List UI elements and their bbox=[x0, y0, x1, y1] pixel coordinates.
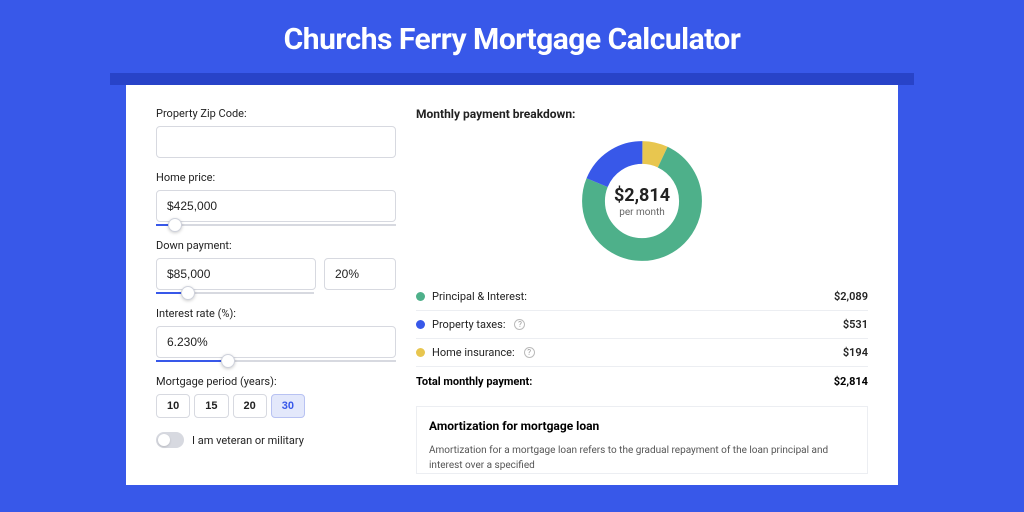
period-label: Mortgage period (years): bbox=[156, 375, 396, 388]
legend-row: Home insurance:? $194 bbox=[416, 338, 868, 366]
amortization-box: Amortization for mortgage loan Amortizat… bbox=[416, 406, 868, 474]
down-slider[interactable] bbox=[156, 292, 314, 294]
period-btn-30[interactable]: 30 bbox=[271, 394, 305, 418]
legend-value: $2,089 bbox=[834, 290, 868, 303]
veteran-row: I am veteran or military bbox=[156, 432, 396, 448]
legend-dot bbox=[416, 292, 425, 301]
legend-value: $531 bbox=[843, 318, 868, 331]
down-pct-input[interactable] bbox=[324, 258, 396, 290]
rate-input[interactable] bbox=[156, 326, 396, 358]
rate-field: Interest rate (%): bbox=[156, 307, 396, 362]
total-label: Total monthly payment: bbox=[416, 375, 532, 388]
price-label: Home price: bbox=[156, 171, 396, 184]
calculator-card: Property Zip Code: Home price: Down paym… bbox=[126, 85, 898, 485]
breakdown-panel: Monthly payment breakdown: $2,814 per mo… bbox=[416, 107, 868, 485]
total-value: $2,814 bbox=[834, 375, 868, 388]
legend-label: Property taxes: bbox=[432, 318, 505, 331]
zip-input[interactable] bbox=[156, 126, 396, 158]
legend-dot bbox=[416, 320, 425, 329]
breakdown-title: Monthly payment breakdown: bbox=[416, 107, 868, 121]
header-shadow bbox=[110, 73, 914, 85]
zip-field: Property Zip Code: bbox=[156, 107, 396, 158]
help-icon[interactable]: ? bbox=[514, 319, 525, 330]
rate-label: Interest rate (%): bbox=[156, 307, 396, 320]
price-slider-thumb[interactable] bbox=[168, 218, 182, 232]
period-btn-15[interactable]: 15 bbox=[194, 394, 228, 418]
zip-label: Property Zip Code: bbox=[156, 107, 396, 120]
donut-center: $2,814 per month bbox=[578, 137, 706, 265]
legend-dot bbox=[416, 348, 425, 357]
price-field: Home price: bbox=[156, 171, 396, 226]
amortization-text: Amortization for a mortgage loan refers … bbox=[429, 443, 855, 473]
veteran-toggle[interactable] bbox=[156, 432, 184, 448]
amortization-title: Amortization for mortgage loan bbox=[429, 419, 855, 433]
form-panel: Property Zip Code: Home price: Down paym… bbox=[156, 107, 396, 485]
legend-value: $194 bbox=[843, 346, 868, 359]
price-slider[interactable] bbox=[156, 224, 396, 226]
legend-row: Principal & Interest: $2,089 bbox=[416, 283, 868, 310]
donut-chart: $2,814 per month bbox=[416, 131, 868, 283]
legend-label: Principal & Interest: bbox=[432, 290, 527, 303]
down-label: Down payment: bbox=[156, 239, 396, 252]
rate-slider-thumb[interactable] bbox=[221, 354, 235, 368]
legend-label: Home insurance: bbox=[432, 346, 515, 359]
veteran-label: I am veteran or military bbox=[192, 434, 304, 447]
down-input[interactable] bbox=[156, 258, 316, 290]
price-input[interactable] bbox=[156, 190, 396, 222]
down-slider-thumb[interactable] bbox=[181, 286, 195, 300]
page-title: Churchs Ferry Mortgage Calculator bbox=[0, 0, 1024, 73]
rate-slider[interactable] bbox=[156, 360, 396, 362]
period-btn-20[interactable]: 20 bbox=[233, 394, 267, 418]
period-field: Mortgage period (years): 10152030 bbox=[156, 375, 396, 418]
help-icon[interactable]: ? bbox=[524, 347, 535, 358]
donut-amount: $2,814 bbox=[614, 185, 670, 206]
period-btn-10[interactable]: 10 bbox=[156, 394, 190, 418]
donut-sub: per month bbox=[619, 207, 665, 218]
total-row: Total monthly payment: $2,814 bbox=[416, 366, 868, 396]
down-field: Down payment: bbox=[156, 239, 396, 294]
legend-row: Property taxes:? $531 bbox=[416, 310, 868, 338]
